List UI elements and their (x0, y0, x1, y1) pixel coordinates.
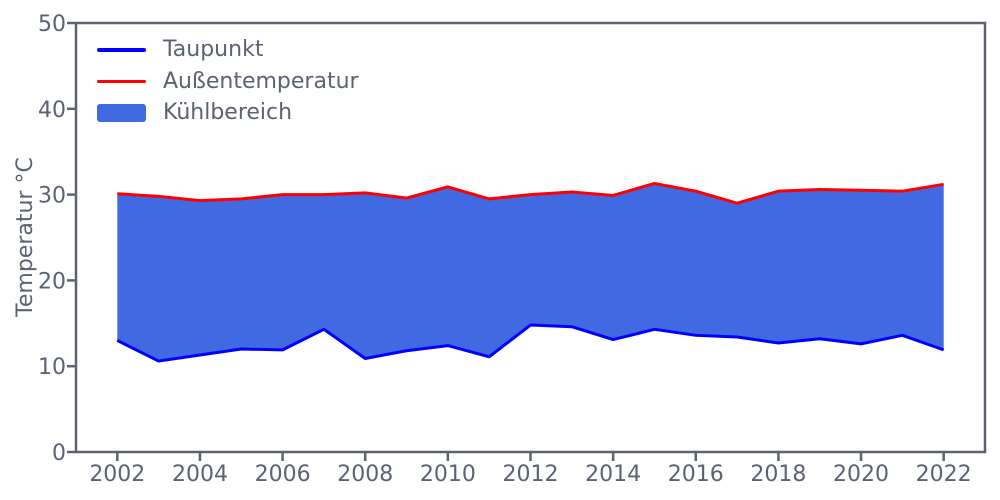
axes-frame (74, 21, 987, 454)
x-tick-label: 2016 (668, 462, 724, 487)
taupunkt-line (116, 323, 945, 363)
aussentemperatur-line (117, 181, 944, 205)
x-tick-label: 2004 (172, 462, 228, 487)
y-tick-label: 40 (38, 98, 66, 123)
legend-label-kuehlbereich: Kühlbereich (163, 100, 293, 126)
legend-label-taupunkt: Taupunkt (163, 37, 264, 63)
legend-item-aussentemperatur: Außentemperatur (97, 66, 359, 98)
x-tick-label: 2002 (89, 462, 145, 487)
y-tick-label: 20 (38, 269, 66, 294)
x-tick-label: 2006 (255, 462, 311, 487)
kuehlbereich-fill-area (117, 183, 944, 362)
x-tick-label: 2008 (337, 462, 393, 487)
taupunkt-line-swatch (97, 48, 146, 52)
x-tick-label: 2012 (503, 462, 559, 487)
x-tick-label: 2018 (750, 462, 806, 487)
x-tick-label: 2022 (916, 462, 972, 487)
y-tick-label: 10 (38, 355, 66, 380)
y-tick-label: 30 (38, 184, 66, 209)
x-tick-label: 2014 (585, 462, 641, 487)
kuehlbereich-patch-swatch (97, 103, 146, 122)
y-tick-label: 0 (52, 441, 66, 466)
legend-item-kuehlbereich: Kühlbereich (97, 97, 359, 129)
y-axis-label: Temperatur °C (13, 157, 38, 317)
legend-label-aussentemperatur: Außentemperatur (163, 68, 359, 94)
y-tick-label: 50 (38, 12, 66, 37)
x-tick-label: 2010 (420, 462, 476, 487)
aussentemperatur-line-swatch (97, 79, 146, 83)
legend-item-taupunkt: Taupunkt (97, 34, 359, 66)
legend: Taupunkt Außentemperatur Kühlbereich (97, 34, 359, 129)
x-tick-label: 2020 (833, 462, 889, 487)
